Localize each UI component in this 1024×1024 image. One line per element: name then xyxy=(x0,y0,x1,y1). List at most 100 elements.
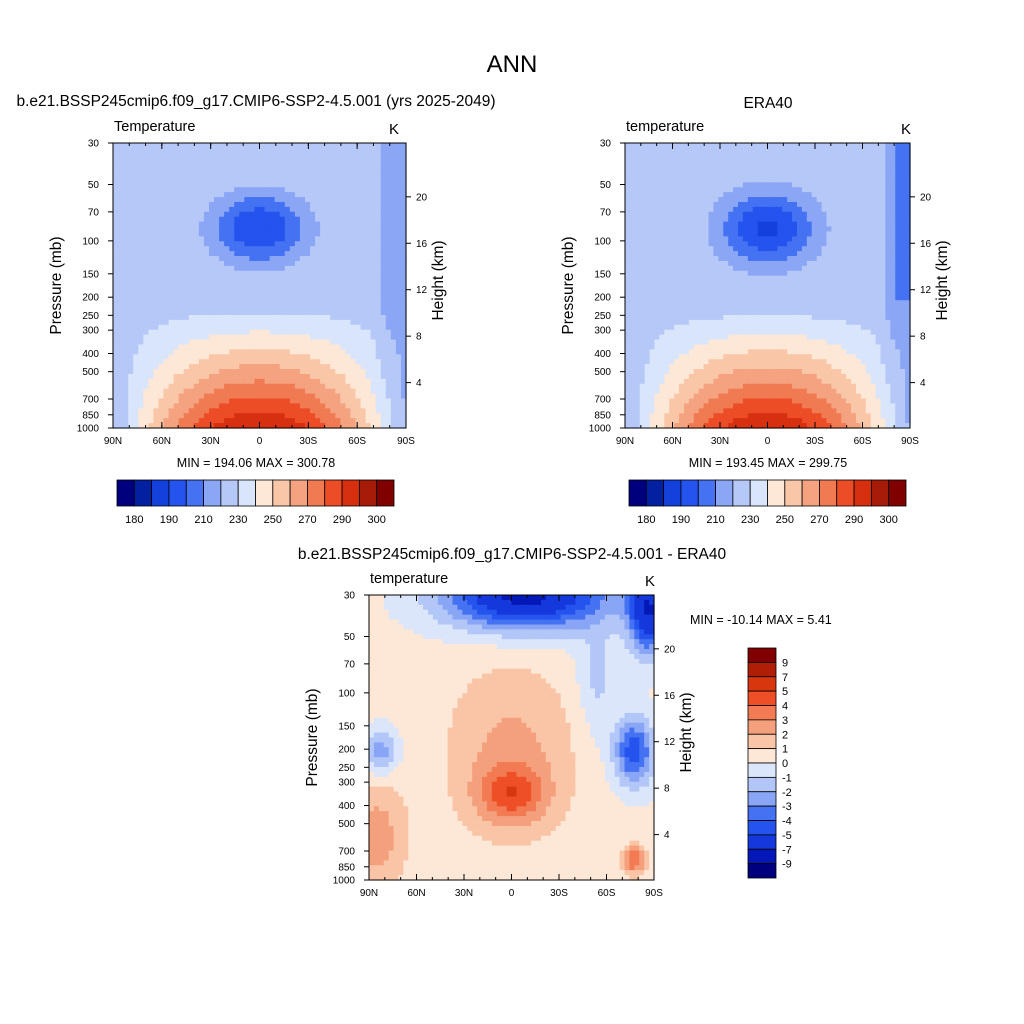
contour-cell xyxy=(639,265,646,272)
contour-cell xyxy=(905,197,911,203)
contour-cell xyxy=(183,226,190,233)
contour-cell xyxy=(380,172,387,178)
contour-cell xyxy=(811,157,818,164)
contour-cell xyxy=(183,339,190,346)
contour-cell xyxy=(683,241,690,247)
contour-cell xyxy=(325,423,331,429)
contour-cell xyxy=(279,147,286,154)
contour-cell xyxy=(733,241,739,247)
contour-cell xyxy=(757,147,764,154)
contour-cell xyxy=(234,206,240,213)
contour-cell xyxy=(239,300,245,306)
contour-cell xyxy=(693,236,700,242)
contour-cell xyxy=(855,226,862,233)
contour-cell xyxy=(158,157,165,164)
contour-cell xyxy=(644,236,651,242)
contour-cell xyxy=(821,197,828,203)
contour-cell xyxy=(360,260,367,267)
contour-cell xyxy=(203,393,210,400)
contour-cell xyxy=(259,152,266,159)
contour-cell xyxy=(128,364,134,370)
contour-cell xyxy=(118,187,124,193)
contour-cell xyxy=(757,256,764,262)
contour-cell xyxy=(841,221,847,228)
contour-cell xyxy=(168,172,175,178)
contour-cell xyxy=(370,359,377,365)
contour-cell xyxy=(654,157,660,164)
contour-cell xyxy=(269,295,276,301)
contour-cell xyxy=(269,373,276,380)
contour-cell xyxy=(811,177,818,183)
contour-cell xyxy=(360,241,367,247)
contour-cell xyxy=(747,221,754,228)
contour-cell xyxy=(757,236,764,242)
contour-cell xyxy=(826,152,832,159)
contour-cell xyxy=(703,172,710,178)
contour-cell xyxy=(723,246,729,252)
contour-cell xyxy=(634,182,641,188)
contour-cell xyxy=(143,206,149,213)
contour-cell xyxy=(330,275,336,282)
contour-cell xyxy=(183,187,190,193)
contour-cell xyxy=(118,143,124,149)
contour-cell xyxy=(340,226,346,233)
contour-cell xyxy=(284,152,291,159)
contour-cell xyxy=(792,226,798,233)
contour-cell xyxy=(718,147,724,154)
contour-cell xyxy=(639,152,646,159)
contour-cell xyxy=(284,359,291,365)
contour-cell xyxy=(320,413,326,419)
contour-cell xyxy=(801,143,808,149)
contour-cell xyxy=(865,192,872,198)
contour-cell xyxy=(728,177,734,183)
contour-cell xyxy=(905,182,911,188)
contour-cell xyxy=(304,369,311,375)
contour-cell xyxy=(752,187,759,193)
contour-cell xyxy=(380,265,387,272)
contour-cell xyxy=(294,344,301,350)
contour-cell xyxy=(400,418,407,424)
contour-cell xyxy=(355,344,362,350)
contour-cell xyxy=(219,177,225,183)
contour-cell xyxy=(885,221,891,228)
contour-cell xyxy=(234,344,240,350)
contour-cell xyxy=(118,251,124,257)
contour-cell xyxy=(629,147,636,154)
contour-cell xyxy=(224,211,230,218)
contour-cell xyxy=(208,162,215,169)
contour-cell xyxy=(664,236,670,242)
contour-cell xyxy=(294,393,301,400)
contour-cell xyxy=(304,275,311,282)
contour-cell xyxy=(698,167,705,174)
contour-cell xyxy=(360,300,367,306)
contour-cell xyxy=(875,231,882,237)
contour-cell xyxy=(330,246,336,252)
contour-cell xyxy=(762,206,769,213)
contour-cell xyxy=(143,280,149,287)
contour-cell xyxy=(113,344,119,350)
contour-cell xyxy=(365,388,372,395)
contour-cell xyxy=(168,280,175,287)
contour-cell xyxy=(890,216,896,223)
contour-cell xyxy=(728,206,734,213)
contour-cell xyxy=(385,300,392,306)
contour-cell xyxy=(310,285,316,292)
contour-cell xyxy=(703,241,710,247)
contour-cell xyxy=(380,241,387,247)
contour-cell xyxy=(168,197,175,203)
contour-cell xyxy=(320,369,326,375)
contour-cell xyxy=(885,256,891,262)
contour-cell xyxy=(335,349,341,355)
contour-cell xyxy=(304,295,311,301)
contour-cell xyxy=(796,187,803,193)
contour-cell xyxy=(188,270,195,277)
contour-cell xyxy=(214,147,220,154)
contour-cell xyxy=(178,143,185,149)
contour-cell xyxy=(355,157,362,164)
contour-cell xyxy=(163,319,170,326)
contour-cell xyxy=(284,216,291,223)
contour-cell xyxy=(188,147,195,154)
contour-cell xyxy=(811,236,818,242)
contour-cell xyxy=(153,359,160,365)
contour-cell xyxy=(380,260,387,267)
